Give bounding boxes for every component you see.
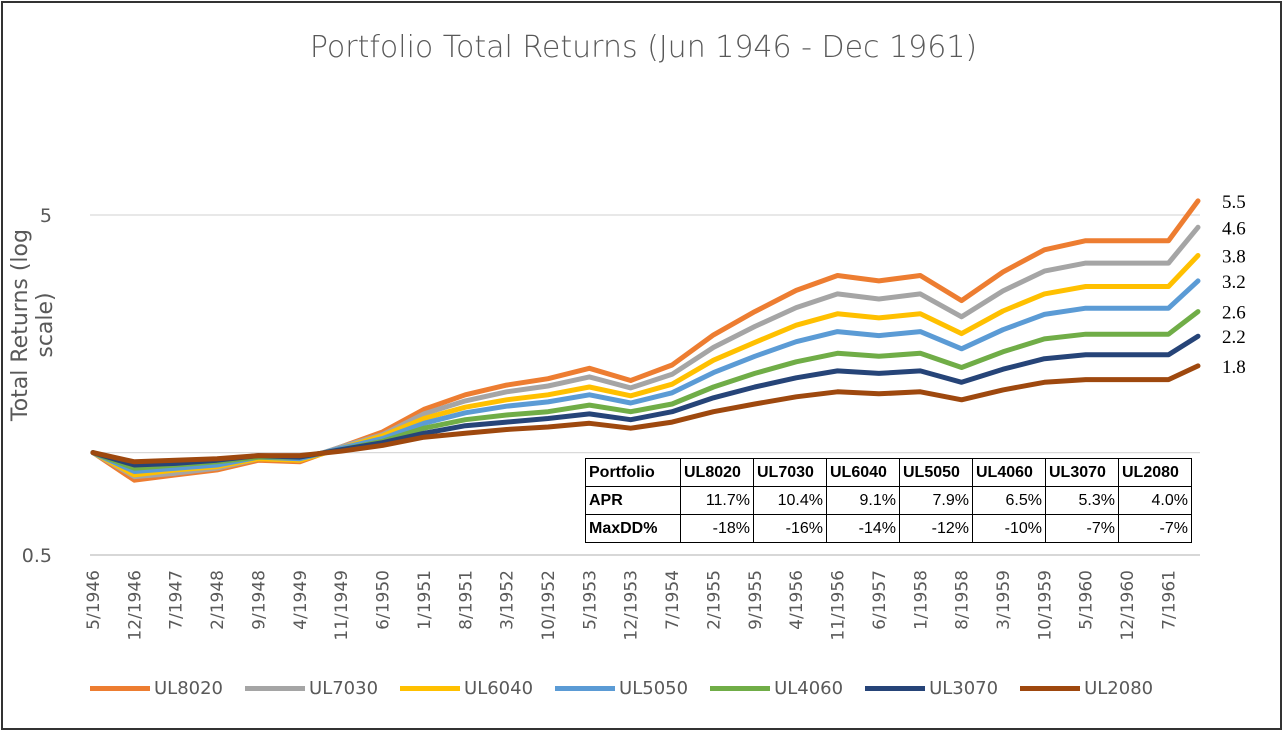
legend-swatch (865, 686, 926, 691)
legend-item: UL2080 (1020, 678, 1153, 699)
table-cell: -16% (753, 514, 827, 543)
table-cell: UL5050 (899, 458, 973, 487)
x-tick-label: 1/1951 (415, 570, 435, 630)
x-tick-label: 5/1953 (580, 570, 600, 630)
legend-label: UL6040 (464, 678, 534, 699)
x-tick-label: 12/1946 (125, 570, 145, 641)
table-cell: 5.3% (1045, 486, 1119, 515)
x-tick-label: 10/1952 (539, 570, 559, 641)
series-line-ul7030 (90, 224, 1201, 480)
x-tick-label: 5/1946 (84, 570, 104, 630)
chart-title: Portfolio Total Returns (Jun 1946 - Dec … (309, 30, 978, 65)
x-tick-label: 3/1952 (498, 570, 518, 630)
legend-item: UL4060 (710, 678, 843, 699)
table-cell: -7% (1045, 514, 1119, 543)
chart-legend: UL8020 UL7030 UL6040 UL5050 UL4060 UL3070 UL20… (90, 678, 1175, 699)
table-cell: UL8020 (680, 458, 754, 487)
legend-item: UL6040 (400, 678, 533, 699)
x-tick-label: 11/1956 (829, 570, 849, 641)
x-tick-label: 7/1947 (167, 570, 187, 630)
table-cell: MaxDD% (585, 514, 681, 543)
table-cell: UL2080 (1118, 458, 1192, 487)
legend-item: UL8020 (90, 678, 223, 699)
table-cell: 10.4% (753, 486, 827, 515)
table-cell: UL7030 (753, 458, 827, 487)
series-line-ul6040 (90, 253, 1201, 478)
x-tick-label: 6/1957 (870, 570, 890, 630)
end-value-label: 5.5 (1222, 192, 1246, 213)
table-row-apr: APR 11.7% 10.4% 9.1% 7.9% 6.5% 5.3% 4.0% (585, 486, 1192, 515)
table-cell: 7.9% (899, 486, 973, 515)
legend-swatch (555, 686, 616, 691)
table-cell: -14% (826, 514, 900, 543)
x-tick-label: 12/1960 (1118, 570, 1138, 641)
legend-swatch (710, 686, 771, 691)
table-cell: 11.7% (680, 486, 754, 515)
legend-item: UL7030 (245, 678, 378, 699)
x-tick-label: 9/1955 (746, 570, 766, 630)
table-cell: -7% (1118, 514, 1192, 543)
x-tick-label: 8/1951 (456, 570, 476, 630)
legend-label: UL8020 (154, 678, 224, 699)
x-tick-label: 1/1958 (911, 570, 931, 630)
table-cell: 4.0% (1118, 486, 1192, 515)
y-tick-label: 5 (40, 205, 52, 227)
legend-label: UL5050 (619, 678, 689, 699)
legend-swatch (90, 686, 150, 691)
x-tick-label: 9/1948 (249, 570, 269, 630)
table-cell: 6.5% (972, 486, 1046, 515)
series-line-ul2080 (90, 363, 1201, 465)
legend-label: UL7030 (309, 678, 379, 699)
x-tick-label: 11/1949 (332, 570, 352, 641)
end-value-label: 3.8 (1222, 247, 1246, 268)
legend-swatch (400, 686, 461, 691)
table-header-row: Portfolio UL8020 UL7030 UL6040 UL5050 UL… (585, 458, 1192, 487)
end-value-label: 1.8 (1222, 357, 1246, 378)
legend-swatch (1020, 686, 1081, 691)
x-tick-label: 8/1958 (953, 570, 973, 630)
table-cell: UL4060 (972, 458, 1046, 487)
table-cell: -10% (972, 514, 1046, 543)
legend-item: UL3070 (865, 678, 998, 699)
y-tick-label: 0.5 (22, 545, 52, 567)
stats-table: Portfolio UL8020 UL7030 UL6040 UL5050 UL… (585, 458, 1192, 543)
x-tick-label: 7/1961 (1159, 570, 1179, 630)
table-cell: UL6040 (826, 458, 900, 487)
legend-label: UL2080 (1084, 678, 1154, 699)
end-value-label: 2.2 (1222, 327, 1246, 348)
end-value-label: 3.2 (1222, 272, 1246, 293)
table-cell: -18% (680, 514, 754, 543)
x-tick-label: 4/1949 (291, 570, 311, 630)
x-tick-label: 10/1959 (1035, 570, 1055, 641)
end-value-label: 4.6 (1222, 218, 1246, 239)
x-tick-label: 3/1959 (994, 570, 1014, 630)
table-row-maxdd: MaxDD% -18% -16% -14% -12% -10% -7% -7% (585, 514, 1192, 543)
table-cell: -12% (899, 514, 973, 543)
x-tick-label: 12/1953 (622, 570, 642, 641)
table-cell: UL3070 (1045, 458, 1119, 487)
table-cell: 9.1% (826, 486, 900, 515)
x-tick-label: 2/1955 (704, 570, 724, 630)
legend-swatch (245, 686, 306, 691)
x-tick-label: 5/1960 (1077, 570, 1097, 630)
legend-label: UL4060 (774, 678, 844, 699)
end-value-label: 2.6 (1222, 303, 1246, 324)
table-cell: Portfolio (585, 458, 681, 487)
legend-label: UL3070 (929, 678, 999, 699)
table-cell: APR (585, 486, 681, 515)
x-tick-label: 4/1956 (787, 570, 807, 630)
x-tick-label: 7/1954 (663, 570, 683, 630)
legend-item: UL5050 (555, 678, 688, 699)
x-tick-label: 2/1948 (208, 570, 228, 630)
x-tick-label: 6/1950 (374, 570, 394, 630)
